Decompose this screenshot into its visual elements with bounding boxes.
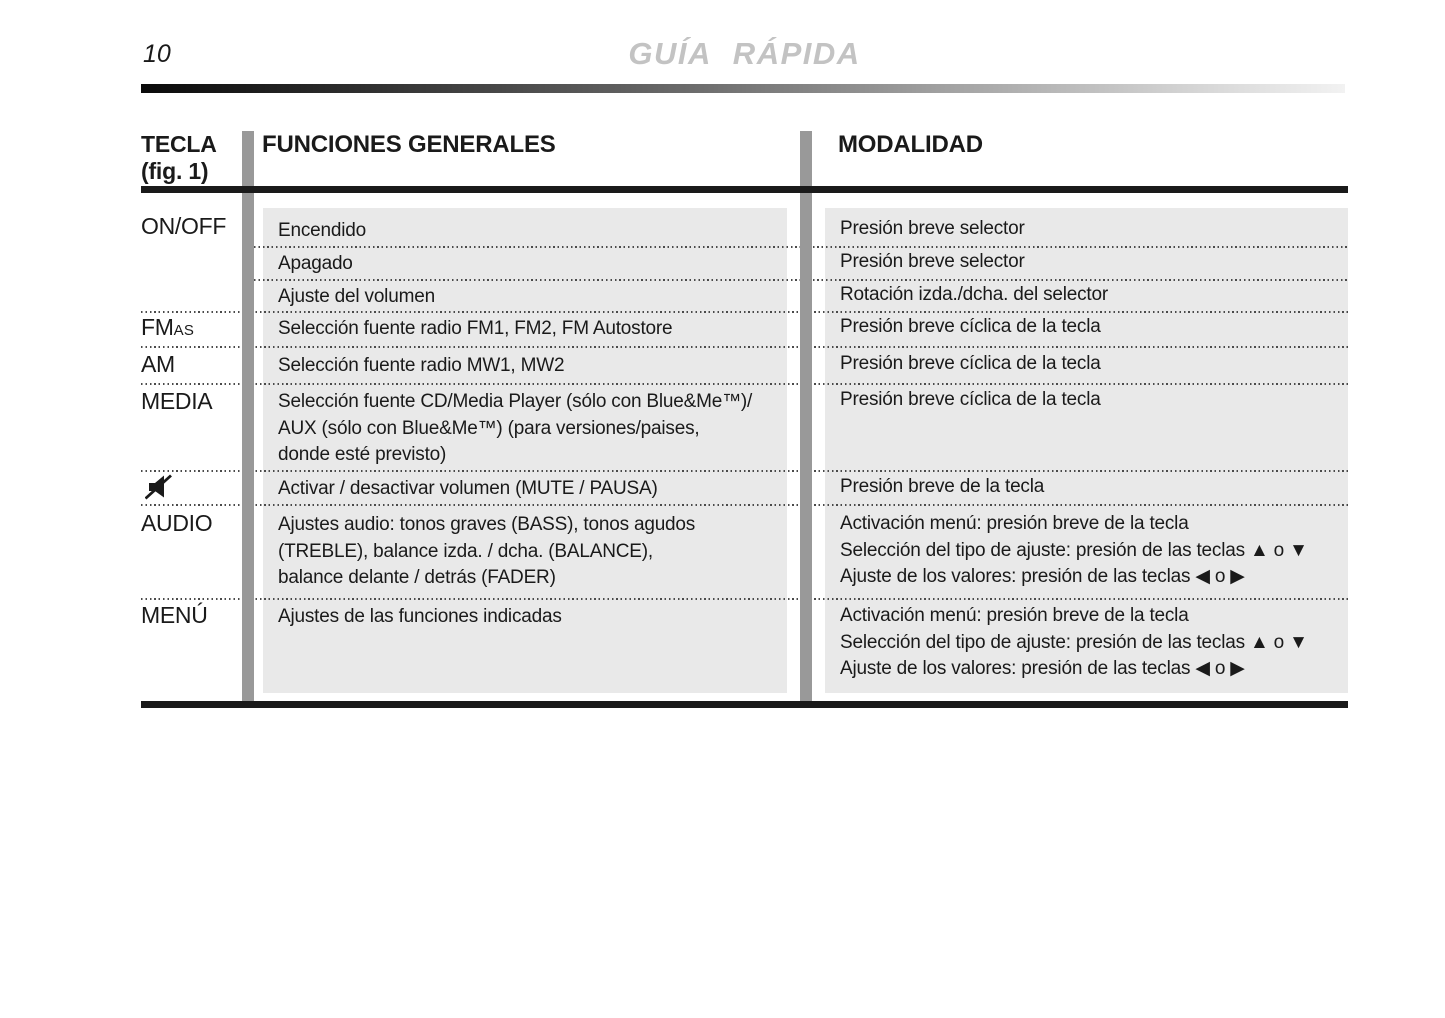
modalidad-cell: Activación menú: presión breve de la tec… [840, 605, 1308, 679]
modalidad-cell: Presión breve selector [840, 251, 1025, 272]
modalidad-column-background [825, 208, 1348, 693]
modalidad-cell: Presión breve cíclica de la tecla [840, 316, 1101, 337]
funcion-cell: Apagado [278, 253, 353, 274]
row-separator [141, 346, 1348, 348]
tecla-label: ON/OFF [141, 213, 227, 239]
column-divider-bar [242, 131, 254, 708]
tecla-label: AM [141, 351, 175, 377]
row-separator [141, 470, 1348, 472]
modalidad-cell: Activación menú: presión breve de la tec… [840, 513, 1308, 587]
funcion-cell: Ajuste del volumen [278, 286, 435, 307]
modalidad-cell: Rotación izda./dcha. del selector [840, 284, 1109, 305]
col-header-tecla: TECLA (fig. 1) [141, 131, 217, 184]
column-divider-bar [800, 131, 812, 708]
funcion-cell: Encendido [278, 220, 366, 241]
funcion-cell: Activar / desactivar volumen (MUTE / PAU… [278, 478, 658, 499]
row-separator [141, 311, 1348, 313]
funciones-column-background [263, 208, 787, 693]
tecla-label: MEDIA [141, 388, 213, 414]
col-header-modalidad: MODALIDAD [838, 131, 983, 158]
modalidad-cell: Presión breve de la tecla [840, 476, 1045, 497]
modalidad-cell: Presión breve selector [840, 218, 1025, 239]
header-gradient-rule [141, 84, 1345, 93]
page-number: 10 [143, 40, 171, 68]
modalidad-cell: Presión breve cíclica de la tecla [840, 389, 1101, 410]
table-bottom-rule [141, 701, 1348, 708]
tecla-label: FMAS [141, 314, 194, 341]
funcion-cell: Selección fuente CD/Media Player (sólo c… [278, 391, 753, 465]
tecla-label: AUDIO [141, 510, 213, 536]
tecla-label-as: AS [173, 322, 195, 339]
funcion-cell: Selección fuente radio FM1, FM2, FM Auto… [278, 318, 673, 339]
funcion-cell: Ajustes audio: tonos graves (BASS), tono… [278, 514, 696, 588]
funcion-cell: Ajustes de las funciones indicadas [278, 606, 562, 627]
mute-speaker-icon [144, 472, 177, 506]
row-separator [141, 504, 1348, 506]
tecla-label: MENÚ [141, 602, 208, 628]
page-title: GUÍA RÁPIDA [628, 36, 861, 71]
col-header-funciones-generales: FUNCIONES GENERALES [262, 131, 556, 158]
row-separator [141, 383, 1348, 385]
row-separator [141, 598, 1348, 600]
funcion-cell: Selección fuente radio MW1, MW2 [278, 355, 565, 376]
modalidad-cell: Presión breve cíclica de la tecla [840, 353, 1101, 374]
tecla-label-fm: FM [141, 314, 174, 340]
table-header-rule [141, 186, 1348, 193]
